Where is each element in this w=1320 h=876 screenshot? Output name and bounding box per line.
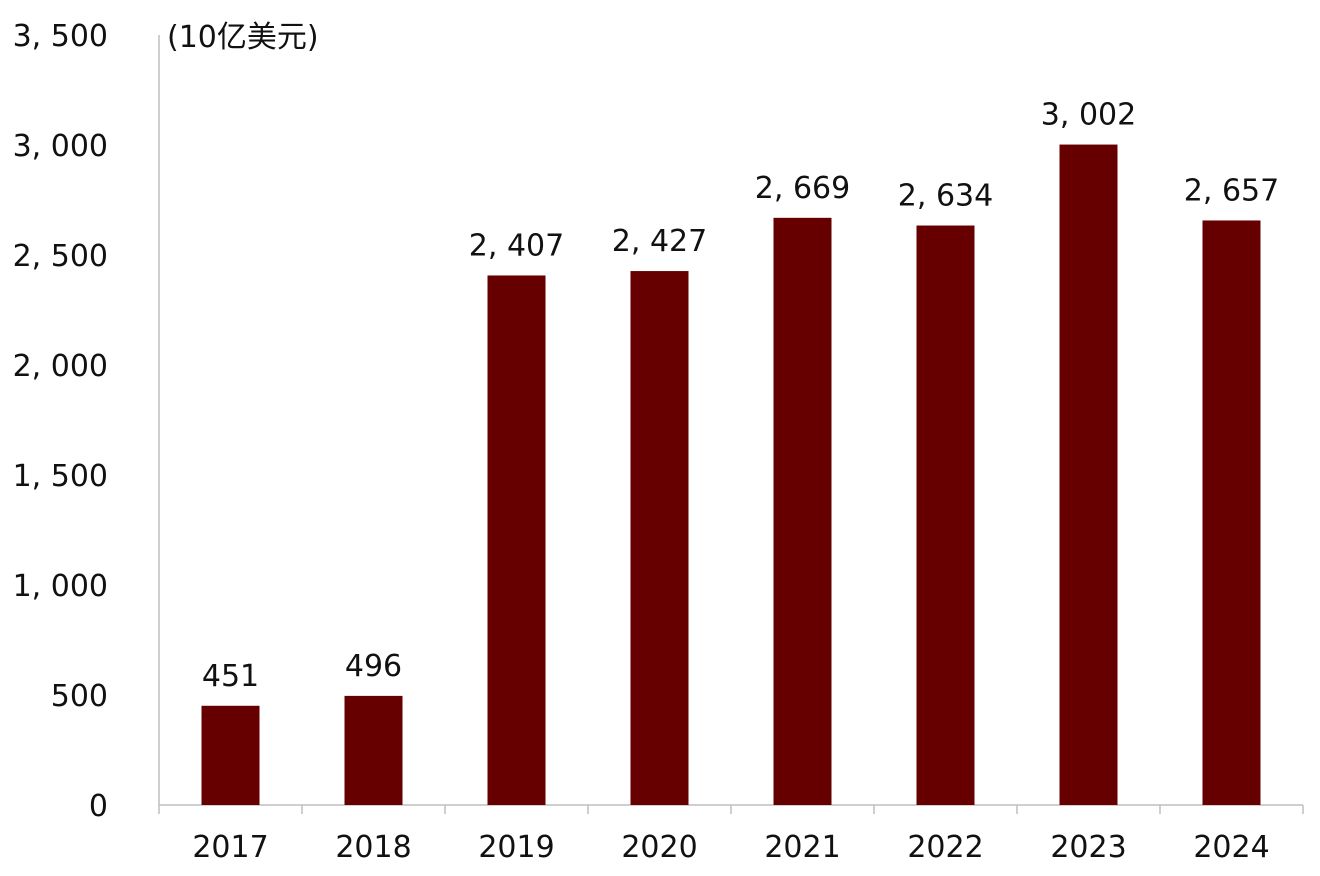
bar-2017 [201,705,260,805]
y-tick-label: 1, 000 [13,569,108,604]
bar-2018 [344,695,403,805]
data-label-2023: 3, 002 [1041,98,1136,133]
x-tick-label: 2020 [621,830,697,865]
y-tick-label: 3, 500 [13,19,108,54]
bar-2024 [1202,220,1261,805]
data-label-2019: 2, 407 [469,228,564,263]
x-axis-ticks: 2017 2018 2019 2020 2021 2022 2023 2024 [158,805,1304,865]
data-labels: 451 496 2, 407 2, 427 2, 669 2, 634 3, 002 2, 6… [202,98,1279,694]
bar-2023 [1059,144,1118,805]
y-tick-label: 3, 000 [13,129,108,164]
x-tick-label: 2018 [335,830,411,865]
y-axis-ticks: 0 500 1, 000 1, 500 2, 000 2, 500 3, 000 3, 500 [13,19,108,824]
y-tick-label: 2, 500 [13,239,108,274]
data-label-2018: 496 [345,649,402,684]
y-tick-label: 0 [89,789,108,824]
bar-2022 [916,225,975,805]
bar-2019 [487,275,546,806]
bar-2021 [773,217,832,805]
x-tick-label: 2023 [1050,830,1126,865]
data-label-2017: 451 [202,659,259,694]
x-tick-label: 2017 [192,830,268,865]
y-tick-label: 1, 500 [13,459,108,494]
x-tick-label: 2024 [1193,830,1269,865]
data-label-2022: 2, 634 [898,179,993,214]
y-tick-label: 500 [51,679,108,714]
y-tick-label: 2, 000 [13,349,108,384]
x-tick-label: 2021 [764,830,840,865]
x-tick-label: 2022 [907,830,983,865]
bars [201,144,1261,806]
data-label-2021: 2, 669 [755,171,850,206]
data-label-2024: 2, 657 [1184,173,1279,208]
x-tick-label: 2019 [478,830,554,865]
data-label-2020: 2, 427 [612,224,707,259]
bar-2020 [630,271,689,805]
unit-label: (10亿美元) [167,20,319,55]
